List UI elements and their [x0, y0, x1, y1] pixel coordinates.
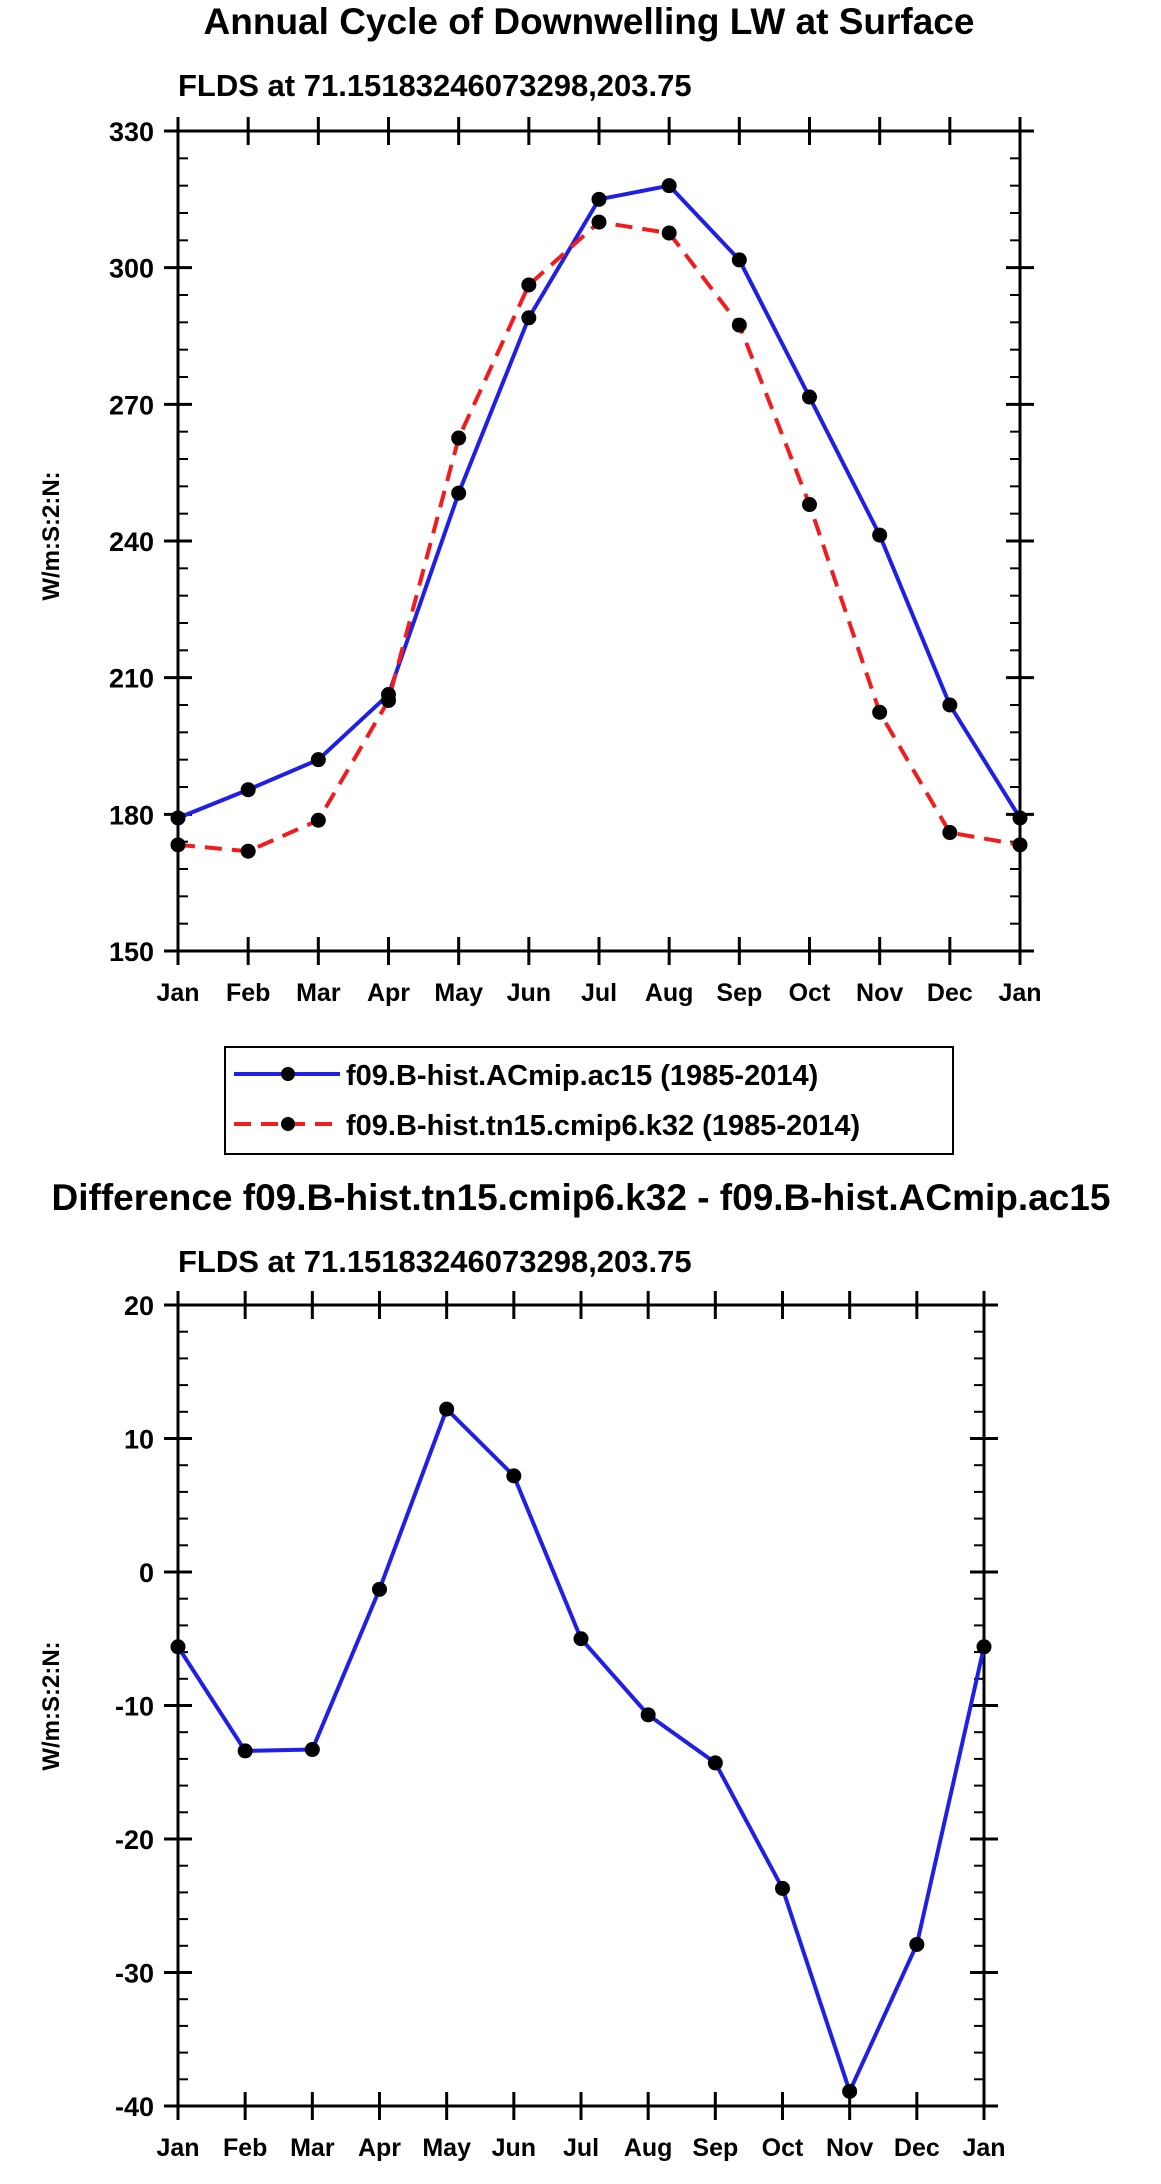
chart2-subtitle: FLDS at 71.15183246073298,203.75	[178, 1244, 692, 1279]
chart2-series-1-point	[775, 1880, 790, 1896]
chart2-ytick-label: 10	[124, 1425, 154, 1455]
chart1-frame	[176, 129, 1022, 953]
legend: f09.B-hist.ACmip.ac15 (1985-2014) f09.B-…	[224, 1046, 954, 1155]
chart2-series-1-point	[707, 1755, 723, 1771]
chart1-plot-area: 150 180 210 240 270 300 330 Jan Feb Mar Apr May Jun J…	[109, 117, 1042, 1007]
chart1-series-1-point	[802, 389, 817, 405]
legend-label-series-1: f09.B-hist.ACmip.ac15 (1985-2014)	[346, 1060, 818, 1092]
chart2-ytick-label: 0	[139, 1558, 154, 1588]
chart2-series-1-point	[506, 1468, 522, 1484]
chart1-series-1-point	[591, 191, 607, 207]
chart1-ytick-label: 240	[109, 527, 154, 557]
chart1-series-1-point	[451, 485, 467, 501]
chart2-series-1-point	[909, 1936, 925, 1952]
chart1-ylabel: W/m:S:2:N:	[38, 471, 65, 600]
chart1-series-2-point	[1012, 837, 1028, 853]
chart1-series-1-line	[177, 183, 1022, 820]
chart1-series-2-point	[942, 825, 958, 841]
chart1-xtick-label: Aug	[645, 979, 694, 1007]
chart1-xtick-label: Jul	[581, 979, 617, 1007]
chart1-series-2-point	[802, 497, 817, 513]
legend-marker-series-2	[281, 1117, 295, 1131]
chart1-series-2-line	[177, 220, 1021, 854]
chart2-xtick-label: Sep	[692, 2134, 738, 2162]
chart2-series-1-point	[237, 1743, 253, 1759]
chart2-ylabel: W/m:S:2:N:	[38, 1641, 65, 1770]
chart1-xtick-label: Mar	[296, 979, 341, 1007]
chart1-series-1-point	[170, 810, 186, 826]
legend-marker-series-1	[281, 1067, 295, 1081]
chart1-series-1-point	[521, 310, 537, 326]
chart2-series-1-point	[842, 2083, 858, 2099]
chart2-xtick-label: Jan	[962, 2134, 1005, 2162]
chart1-series-1-point	[942, 697, 958, 713]
chart2-xtick-label: Nov	[826, 2134, 873, 2162]
chart1-series-2-point	[591, 214, 607, 230]
chart1-xtick-label: Dec	[927, 979, 973, 1007]
chart1-ytick-label: 300	[109, 254, 154, 284]
chart2-series-1-point	[976, 1639, 992, 1655]
chart1-series-1-point	[310, 752, 326, 768]
legend-label-series-2: f09.B-hist.tn15.cmip6.k32 (1985-2014)	[346, 1110, 860, 1142]
chart2-xtick-label: Mar	[290, 2134, 335, 2162]
chart1-series-1-point	[731, 252, 747, 268]
chart2-ytick-label: -30	[115, 1959, 154, 1989]
chart1-xtick-label: Apr	[367, 979, 410, 1007]
chart2-series-1-point	[573, 1631, 589, 1647]
chart1-series-1-point	[661, 178, 677, 194]
chart2-xtick-label: Feb	[223, 2134, 267, 2162]
chart1-title: Annual Cycle of Downwelling LW at Surfac…	[204, 1, 975, 42]
chart1-series-2-point	[310, 812, 326, 828]
chart1-xtick-label: Sep	[716, 979, 762, 1007]
chart1-ytick-label: 180	[109, 800, 154, 830]
chart1-subtitle: FLDS at 71.15183246073298,203.75	[178, 68, 692, 103]
chart1-series-2-point	[381, 692, 396, 708]
chart1-series-2-point	[521, 277, 537, 293]
chart1-series-2-point	[170, 837, 186, 853]
chart1-series-2-point	[451, 430, 467, 446]
chart2-ytick-label: -40	[115, 2092, 154, 2122]
chart1-xtick-label: Nov	[856, 979, 903, 1007]
chart1-ytick-label: 330	[109, 117, 154, 147]
legend-box	[224, 1046, 954, 1155]
chart2-series-1-point	[170, 1639, 186, 1655]
chart1-ytick-label: 150	[109, 937, 154, 967]
chart2-xtick-label: Apr	[358, 2134, 401, 2162]
chart1-series-1-point	[240, 782, 256, 798]
chart1-ytick-label: 210	[109, 664, 154, 694]
chart2-xtick-label: Jun	[492, 2134, 536, 2162]
chart2-series-1-line	[176, 1407, 986, 2094]
chart2-series-1-point	[439, 1401, 455, 1417]
chart1-xtick-label: Feb	[226, 979, 270, 1007]
chart2-xtick-label: Jul	[563, 2134, 599, 2162]
chart1-series-1-point	[1012, 810, 1028, 826]
chart2-plot-area: -40 -30 -20 -10 0 10 20 Jan Feb Mar Apr May Jun Jul Au…	[115, 1291, 1006, 2162]
chart1-series-2-point	[731, 317, 747, 333]
chart1-xtick-label: Jan	[998, 979, 1041, 1007]
chart1-series-1-point	[872, 527, 888, 543]
chart2-series-1-point	[372, 1581, 387, 1597]
chart2-xtick-label: May	[422, 2134, 471, 2162]
chart2-ytick-label: 20	[124, 1291, 154, 1321]
chart1-xtick-label: Jun	[507, 979, 551, 1007]
chart2-series-1-point	[304, 1742, 320, 1758]
chart2-xtick-label: Jan	[156, 2134, 199, 2162]
chart2-frame	[176, 1303, 986, 2108]
chart1-xtick-label: May	[434, 979, 483, 1007]
chart2-xtick-label: Oct	[762, 2134, 804, 2162]
chart1-xtick-label: Oct	[789, 979, 831, 1007]
chart2-series-1-point	[640, 1707, 656, 1723]
chart2-xtick-label: Aug	[624, 2134, 673, 2162]
chart1-xtick-label: Jan	[156, 979, 199, 1007]
chart1-series-2-point	[240, 843, 256, 859]
chart1-series-2-point	[661, 225, 677, 241]
chart1-ytick-label: 270	[109, 390, 154, 420]
chart2-xtick-label: Dec	[894, 2134, 940, 2162]
chart2-title: Difference f09.B-hist.tn15.cmip6.k32 - f…	[52, 1177, 1111, 1218]
chart1-series-2-point	[872, 704, 888, 720]
chart2-ytick-label: -20	[115, 1825, 154, 1855]
chart2-ytick-label: -10	[115, 1692, 154, 1722]
